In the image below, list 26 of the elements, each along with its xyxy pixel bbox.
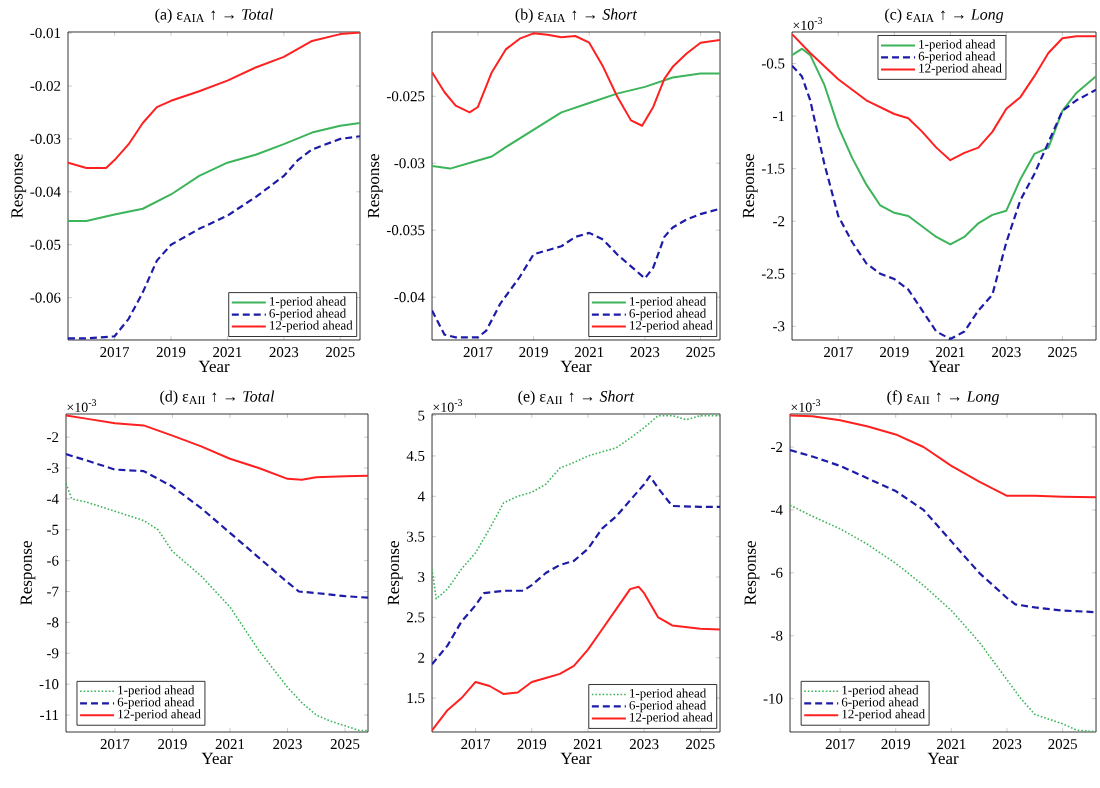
y-axis-title: Response	[387, 541, 403, 605]
x-axis-title: Year	[560, 752, 592, 765]
line-series	[432, 585, 721, 732]
y-axis-title: Response	[744, 541, 760, 605]
y-axis-title: Response	[20, 541, 36, 605]
x-axis-title: Year	[928, 360, 960, 373]
line-series	[66, 453, 369, 599]
line-series	[432, 414, 721, 600]
line-series	[68, 122, 361, 222]
x-axis-title: Year	[201, 752, 233, 765]
line-series	[68, 31, 361, 169]
line-series	[68, 135, 361, 340]
x-axis-title: Year	[198, 360, 230, 373]
x-axis-title: Year	[560, 360, 592, 373]
line-series	[792, 64, 1097, 340]
x-axis-title: Year	[927, 752, 959, 765]
y-axis-title: Response	[742, 154, 758, 218]
y-axis-title: Response	[367, 154, 383, 218]
line-series	[790, 414, 1097, 499]
line-series	[792, 33, 1097, 162]
line-series	[66, 414, 369, 481]
line-series	[790, 449, 1097, 614]
line-series	[790, 504, 1097, 732]
line-series	[432, 32, 721, 127]
line-series	[66, 482, 369, 732]
y-axis-title: Response	[11, 154, 27, 218]
